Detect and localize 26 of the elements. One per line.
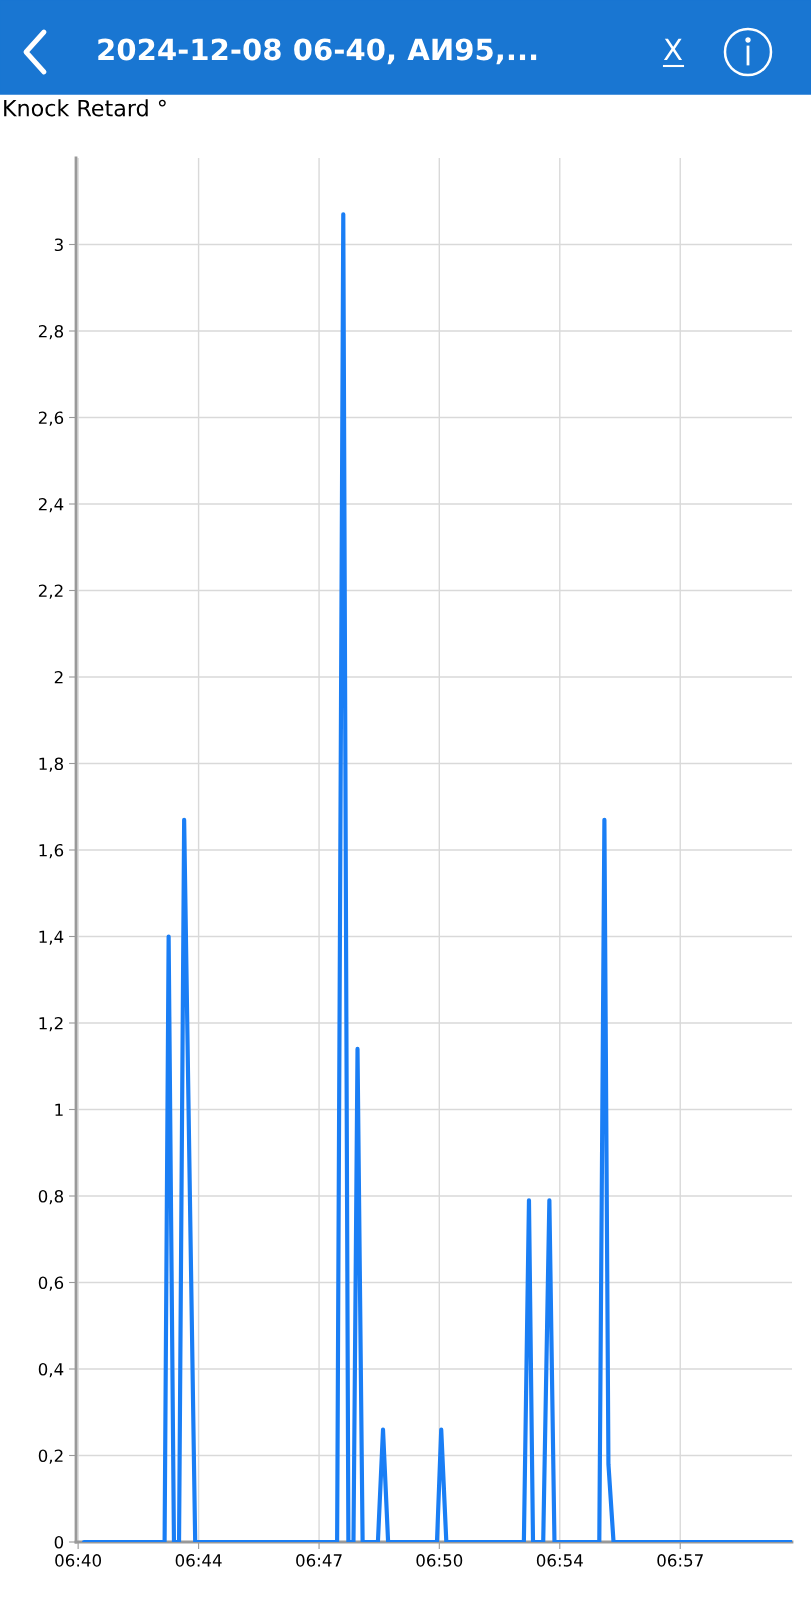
y-tick-label: 2,6 bbox=[38, 411, 64, 426]
y-axis-title: Knock Retard ° bbox=[4, 99, 166, 117]
y-tick-label: 1,8 bbox=[39, 757, 64, 772]
y-tick-label: 0,2 bbox=[38, 1449, 63, 1464]
y-tick-label: 0,4 bbox=[38, 1362, 64, 1378]
y-tick-label: 2,8 bbox=[38, 324, 64, 340]
x-tick-label: 06:54 bbox=[536, 1554, 583, 1567]
x-tick-label: 06:50 bbox=[416, 1554, 463, 1567]
line-series bbox=[81, 212, 792, 1542]
y-tick-label: 2 bbox=[54, 670, 63, 684]
chart-title: 2024-12-08 06-40, АИ95,... bbox=[98, 38, 537, 65]
y-tick-label: 3 bbox=[54, 238, 63, 252]
x-tick-label: 06:44 bbox=[175, 1554, 222, 1567]
y-tick-label: 1,6 bbox=[39, 843, 64, 859]
y-tick-label: 0 bbox=[54, 1535, 64, 1549]
y-tick-label: 2,2 bbox=[38, 584, 63, 599]
y-tick-label: 1,2 bbox=[39, 1016, 63, 1032]
y-tick-label: 0,6 bbox=[38, 1276, 64, 1291]
y-tick-label: 0,8 bbox=[38, 1189, 64, 1205]
y-tick-label: 1,4 bbox=[39, 930, 64, 945]
text: X bbox=[663, 38, 683, 61]
x-tick-label: 06:57 bbox=[657, 1554, 703, 1567]
y-tick-label: 1 bbox=[55, 1103, 63, 1116]
x-tick-label: 06:40 bbox=[55, 1554, 102, 1567]
x-tick-label: 06:47 bbox=[296, 1554, 342, 1567]
y-tick-label: 2,4 bbox=[38, 497, 64, 513]
